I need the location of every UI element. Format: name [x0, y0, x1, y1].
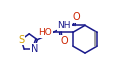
Text: O: O: [72, 12, 80, 22]
Text: HO: HO: [38, 28, 52, 37]
Text: NH: NH: [57, 21, 71, 30]
Text: S: S: [18, 35, 24, 45]
Text: O: O: [60, 36, 68, 46]
Text: N: N: [30, 44, 38, 54]
